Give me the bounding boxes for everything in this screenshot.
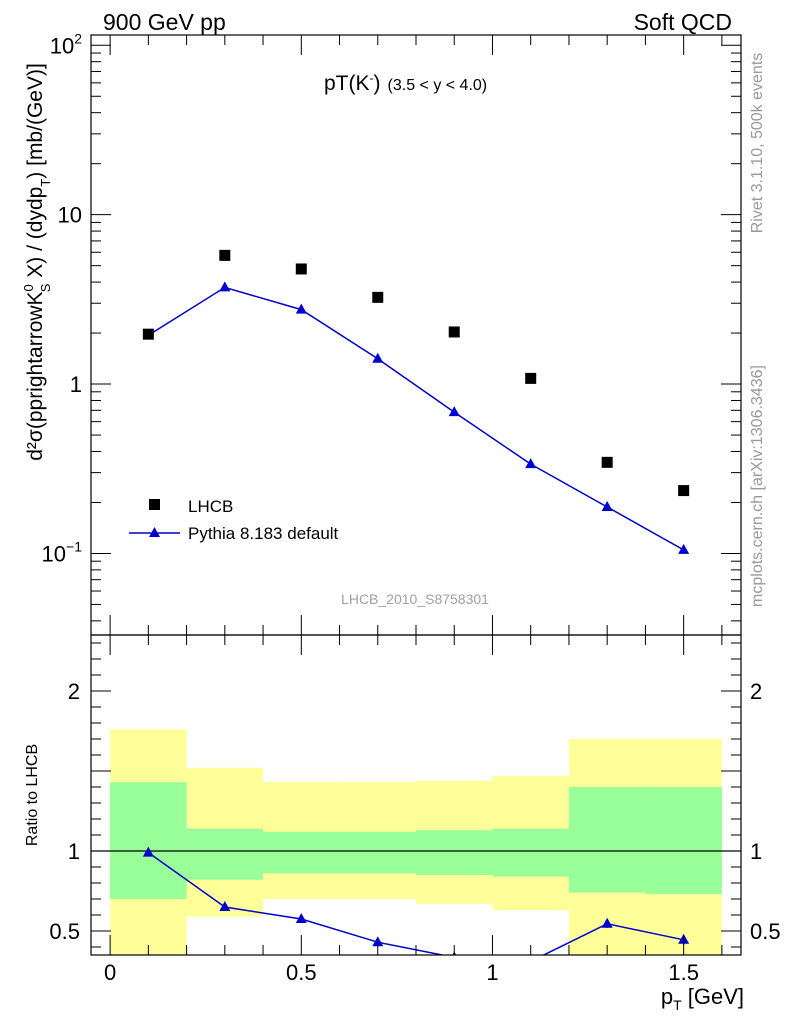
ratio-mc-point [601,917,613,928]
ratio-mc-point [525,955,536,965]
main-ylabel: d²σ(pprightarrowK0 S X) / (dydpT) [mb/(Ge… [21,63,53,461]
ratio-mc-point [295,913,307,923]
main-y-tick-exp: 2 [74,30,82,46]
x-axis-label-unit: [GeV] [682,984,744,1009]
uncertainty-band-inner [645,787,722,895]
mc-point [525,458,537,469]
main-ylabel-base: d²σ(pprightarrowK [24,291,47,460]
main-ylabel-sub-t: T [38,179,53,187]
ratio-plot-area [91,729,741,965]
ratio-ylabel: Ratio to LHCB [24,744,41,846]
main-y-tick-base: 1 [70,372,82,397]
data-point [678,485,690,497]
legend: LHCB Pythia 8.183 default [129,497,339,543]
x-tick-label: 0 [104,960,116,985]
uncertainty-band-inner [568,787,646,893]
x-tick-label: 0.5 [286,960,317,985]
x-axis-label-sub: T [673,997,682,1013]
uncertainty-band-inner [186,828,264,880]
ratio-y-tick-label-left: 2 [68,679,80,704]
ratio-y-tick-label-right: 0.5 [750,919,781,944]
data-point [448,326,460,338]
main-title-sup: - [370,71,374,85]
data-point [372,291,384,303]
uncertainty-band-inner [416,830,493,875]
main-y-tick-base: 10 [50,33,74,58]
ratio-mc-point [142,846,154,857]
main-y-tick-label: 10−1 [42,538,83,566]
header-left: 900 GeV pp [103,9,226,35]
uncertainty-band-inner [492,828,569,877]
main-title-range: (3.5 < y < 4.0) [388,77,488,94]
uncertainty-band-inner [263,831,340,874]
ratio-mc-point [372,936,384,947]
legend-data-marker [149,499,160,510]
ratio-mc-point [219,901,231,911]
header-right: Soft QCD [634,9,732,35]
data-point [525,372,537,384]
rivet-label: Rivet 3.1.10, 500k events [749,53,766,234]
main-y-tick-exp: −1 [66,538,82,554]
watermark: LHCB_2010_S8758301 [341,591,489,607]
data-point [142,328,154,340]
legend-mc-marker [149,527,160,537]
main-y-tick-base: 10 [58,203,82,228]
main-title-close: ) [374,72,381,95]
ratio-y-tick-label-left: 0.5 [49,919,80,944]
mc-point [219,281,231,292]
data-point [295,263,307,275]
main-ylabel-tail: X) / (dydp [24,187,47,284]
mc-line [148,286,684,551]
main-title: pT(K-) (3.5 < y < 4.0) [324,71,487,95]
legend-data-label: LHCB [188,497,233,516]
main-ylabel-end: ) [mb/(GeV)] [24,63,47,179]
x-tick-label: 1 [486,960,498,985]
mc-point [678,543,690,554]
ratio-panel: 0.5 0.5 1 1 2 2 0 0.5 1 1.5 Ratio to LHCB pT [GeV… [24,634,781,1013]
mc-point [295,303,307,314]
x-axis-label-base: p [661,984,673,1009]
ratio-y-tick-label-right: 2 [750,679,762,704]
ratio-y-tick-label-right: 1 [750,839,762,864]
main-y-tick-label: 102 [50,30,82,58]
uncertainty-band-inner [110,782,187,899]
main-y-tick-base: 10 [42,541,66,566]
mc-point [372,352,384,363]
uncertainty-band-inner [339,831,416,874]
main-ylabel-sup: 0 [21,284,36,291]
data-point [219,249,231,261]
ratio-y-tick-label-left: 1 [68,839,80,864]
main-ylabel-sub-s: S [38,283,53,292]
mc-point [601,501,613,512]
main-y-tick-label: 10 [58,203,82,228]
main-frame [90,34,742,636]
main-y-tick-label: 1 [70,372,82,397]
data-point [601,456,613,468]
mc-point [448,406,460,417]
x-tick-label: 1.5 [668,960,699,985]
main-title-text: pT(K [324,72,370,95]
mcplots-label: mcplots.cern.ch [arXiv:1306.3436] [749,365,766,607]
legend-mc-label: Pythia 8.183 default [188,524,339,543]
x-axis-label: pT [GeV] [661,984,744,1013]
